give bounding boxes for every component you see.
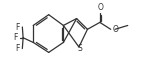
Text: F: F (15, 44, 20, 53)
Text: F: F (15, 23, 20, 32)
Text: F: F (13, 33, 17, 42)
Text: O: O (98, 3, 103, 12)
Text: O: O (112, 25, 118, 34)
Text: S: S (78, 44, 82, 53)
